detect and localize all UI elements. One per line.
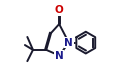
Text: N: N: [55, 51, 64, 61]
Text: O: O: [55, 5, 64, 15]
Text: N: N: [64, 38, 73, 48]
